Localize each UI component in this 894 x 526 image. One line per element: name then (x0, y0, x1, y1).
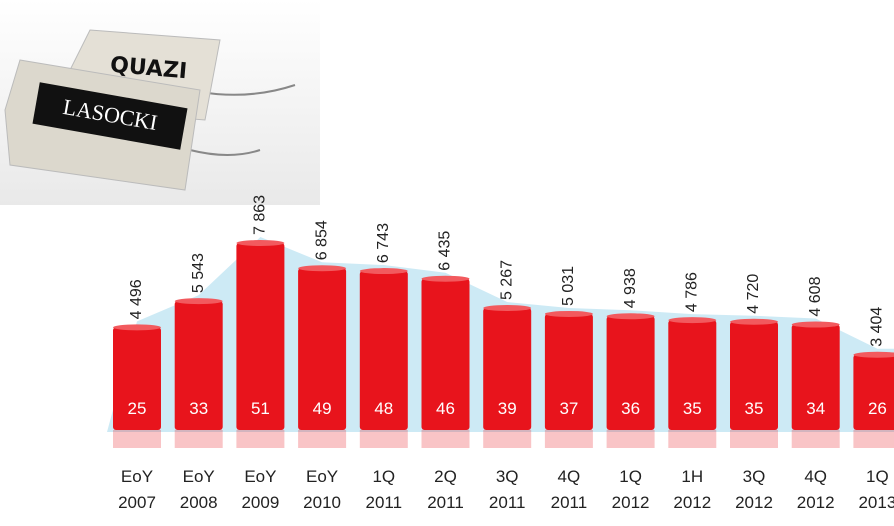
bar (113, 327, 161, 430)
value-label: 4 496 (128, 279, 145, 319)
bar (298, 268, 347, 430)
inner-label: 35 (683, 399, 702, 418)
value-label: 7 863 (252, 195, 269, 235)
bar (544, 313, 593, 430)
bar-top (544, 310, 593, 317)
bar-top (483, 305, 532, 312)
x-tick-label: EoY 2008 (179, 467, 218, 512)
inner-label: 33 (189, 399, 208, 418)
bar-reflection (236, 430, 285, 448)
x-tick-label: EoY 2007 (118, 467, 156, 512)
x-tick-label: 2Q 2011 (427, 467, 464, 512)
bar (606, 316, 655, 430)
bar-reflection (174, 430, 223, 448)
value-label: 5 267 (498, 260, 515, 300)
value-label: 6 854 (313, 220, 330, 260)
bar-top (236, 240, 285, 246)
bar (668, 320, 717, 430)
x-tick-label: 1Q 2012 (611, 467, 650, 512)
bar (174, 301, 223, 430)
bar-reflection (853, 430, 894, 448)
value-label: 4 786 (684, 272, 701, 312)
x-tick-label: 1H 2012 (673, 467, 712, 512)
bar-top (359, 268, 408, 275)
bar-reflection (668, 430, 717, 448)
bar (236, 243, 285, 430)
bar-top (298, 265, 347, 272)
bar-reflection (730, 430, 778, 448)
value-label: 5 543 (190, 253, 207, 293)
inner-label: 35 (745, 399, 764, 418)
bar-reflection (421, 430, 470, 448)
bar-reflection (606, 430, 655, 448)
bar-reflection (298, 430, 347, 448)
bar-reflection (791, 430, 840, 448)
bar-reflection (483, 430, 532, 448)
bar (791, 324, 840, 430)
bar-top (606, 313, 655, 320)
bar (359, 271, 408, 430)
value-label: 6 435 (437, 231, 454, 271)
value-label: 6 743 (375, 223, 392, 263)
tag-label-bg (32, 82, 188, 150)
bar-reflection (544, 430, 593, 448)
tags-image: QUAZI LASOCKI (0, 0, 320, 205)
x-tick-label: EoY 2009 (241, 467, 280, 512)
value-label: 4 720 (745, 274, 762, 314)
bar-reflection (359, 430, 408, 448)
bar-top (113, 324, 161, 331)
x-tick-label: 3Q 2012 (735, 467, 773, 512)
bar-top (730, 318, 778, 325)
bar (730, 321, 778, 430)
x-tick-label: EoY 2010 (303, 467, 341, 512)
value-label: 4 608 (807, 276, 824, 316)
x-tick-label: 1Q 2011 (365, 467, 403, 512)
bar (853, 354, 894, 430)
bar-top (174, 298, 223, 305)
inner-label: 37 (559, 399, 578, 418)
inner-label: 26 (868, 399, 887, 418)
bar-top (421, 275, 470, 282)
inner-label: 48 (374, 399, 393, 418)
x-tick-label: 4Q 2011 (550, 467, 588, 512)
inner-label: 49 (313, 399, 332, 418)
bar-top (853, 351, 894, 358)
bar-reflection (113, 430, 161, 448)
inner-label: 34 (806, 399, 825, 418)
inner-label: 25 (128, 399, 147, 418)
value-label: 3 404 (869, 307, 886, 347)
inner-label: 46 (436, 399, 455, 418)
bar-top (791, 321, 840, 328)
bar (421, 278, 470, 430)
string (189, 149, 261, 156)
inner-label: 36 (621, 399, 640, 418)
inner-label: 51 (251, 399, 270, 418)
x-tick-label: 1Q 2013 (858, 467, 894, 512)
bar-top (668, 317, 717, 324)
bar (483, 308, 532, 430)
x-tick-label: 3Q 2011 (488, 467, 526, 512)
value-label: 5 031 (560, 266, 577, 306)
value-label: 4 938 (622, 268, 639, 308)
x-tick-label: 4Q 2012 (796, 467, 835, 512)
inner-label: 39 (498, 399, 517, 418)
